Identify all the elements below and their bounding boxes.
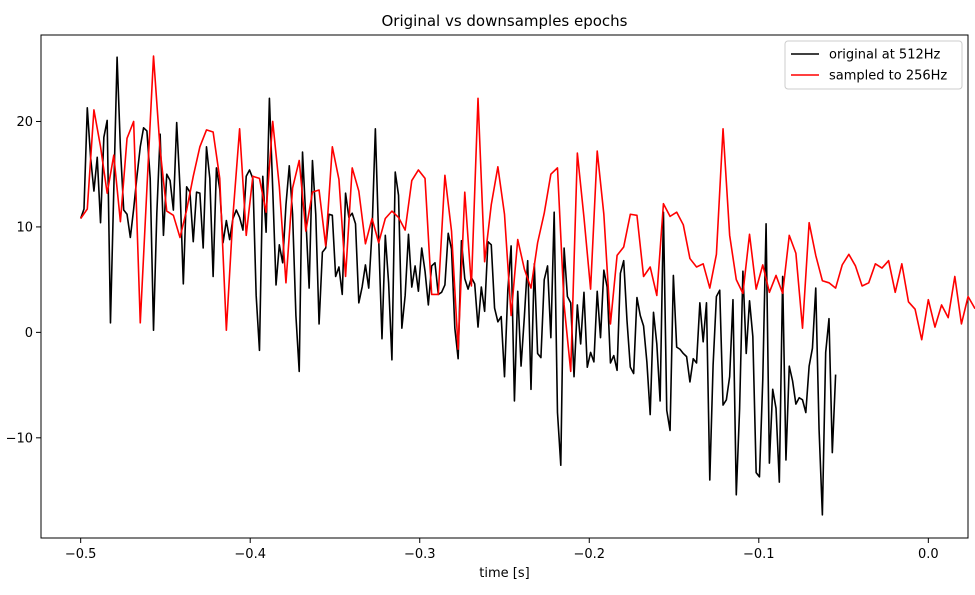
x-tick-label: −0.4 [234,547,266,562]
x-tick-label: −0.3 [404,547,436,562]
axes-frame [40,34,969,539]
series-layer [79,55,975,516]
y-tick-label: 0 [25,326,33,341]
series-line-sampled [80,55,975,373]
legend-label: sampled to 256Hz [829,69,947,84]
y-axis: −10 0 10 20 [6,115,41,446]
plot-area [40,34,969,539]
legend: original at 512Hz sampled to 256Hz [784,40,963,90]
y-tick-label: 20 [16,115,33,130]
chart-title: Original vs downsamples epochs [381,12,627,30]
x-axis: −0.5 −0.4 −0.3 −0.2 −0.1 0.0 [65,538,939,562]
legend-label: original at 512Hz [829,48,941,63]
x-tick-label: −0.5 [65,547,97,562]
x-axis-title: time [s] [479,566,529,581]
x-tick-label: −0.1 [743,547,775,562]
x-tick-label: −0.2 [573,547,605,562]
legend-box [784,40,963,90]
y-tick-label: −10 [6,431,33,446]
y-tick-label: 10 [16,220,33,235]
x-tick-label: 0.0 [918,547,939,562]
series-line-original [79,56,837,516]
